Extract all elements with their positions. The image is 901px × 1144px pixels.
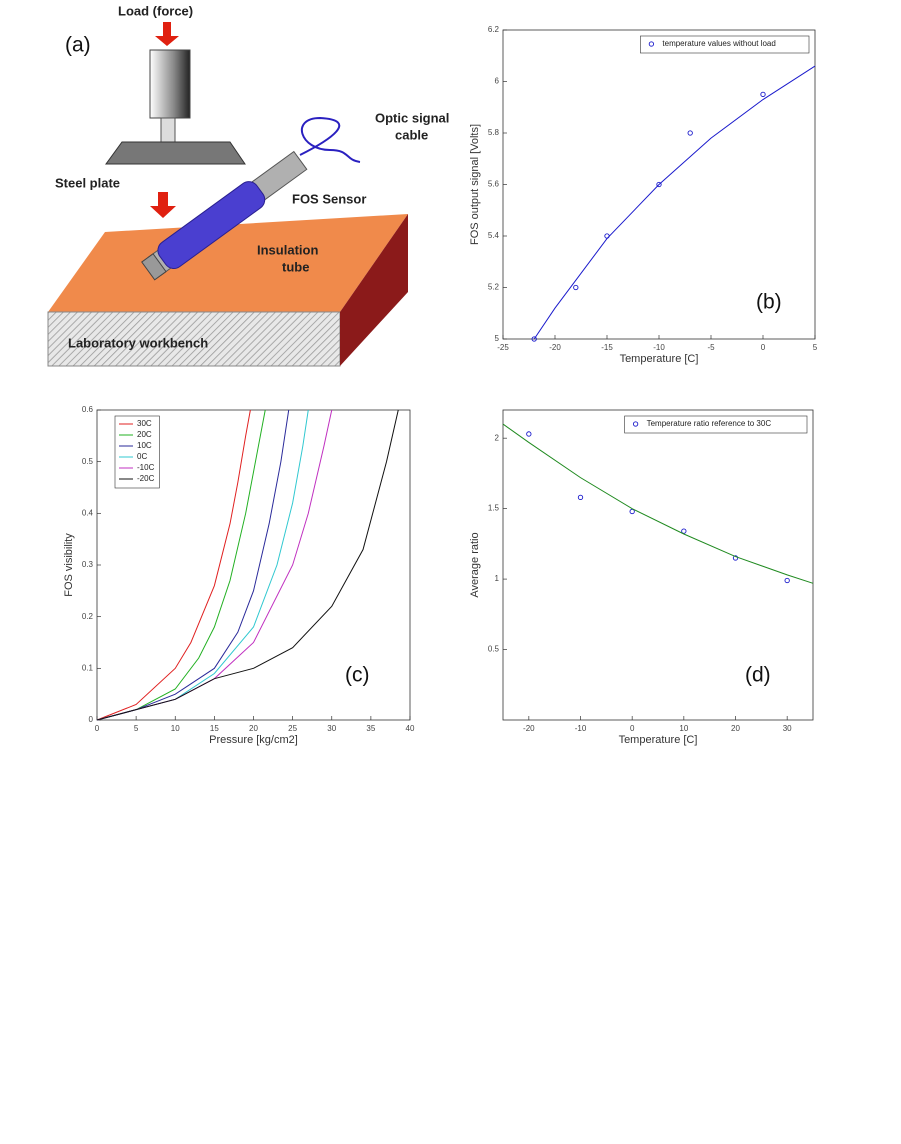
x-axis-label: Temperature [C] xyxy=(620,353,699,365)
y-tick-label: 5 xyxy=(495,334,500,343)
x-tick-label: 25 xyxy=(288,724,297,733)
x-tick-label: -20 xyxy=(549,343,561,352)
data-point xyxy=(687,130,693,136)
y-axis-label: Average ratio xyxy=(469,532,481,597)
x-tick-label: 0 xyxy=(95,724,100,733)
sensor-label: FOS Sensor xyxy=(292,191,366,206)
y-tick-label: 0.3 xyxy=(82,560,94,569)
legend-label: temperature values without load xyxy=(662,39,775,48)
x-tick-label: 10 xyxy=(171,724,180,733)
cable-label: cable xyxy=(395,127,428,142)
x-tick-label: 40 xyxy=(406,724,415,733)
data-point xyxy=(681,528,687,534)
legend-box xyxy=(114,415,160,489)
panel-label: (b) xyxy=(756,291,782,314)
data-point xyxy=(760,91,766,98)
y-tick-label: 1 xyxy=(495,574,500,583)
x-tick-label: 10 xyxy=(679,724,688,733)
x-tick-label: -20 xyxy=(523,724,535,733)
tube-label: Insulation xyxy=(257,242,318,257)
sensor-tube xyxy=(141,150,308,281)
x-tick-label: 20 xyxy=(731,724,740,733)
data-point xyxy=(629,508,635,515)
data-point xyxy=(573,284,579,291)
x-axis-label: Pressure [kg/cm2] xyxy=(209,734,298,746)
x-tick-label: -25 xyxy=(497,343,509,352)
diagram: (a) Load (force) Optic signal cable Stee… xyxy=(47,3,449,367)
bench-label: Laboratory workbench xyxy=(68,335,208,350)
series-line xyxy=(533,65,816,340)
load-label: Load (force) xyxy=(118,3,193,18)
data-point xyxy=(656,181,662,188)
y-tick-label: 0.6 xyxy=(82,405,94,414)
y-tick-label: 6 xyxy=(495,77,500,86)
legend-swatch xyxy=(632,421,639,427)
press xyxy=(149,49,191,119)
series-line xyxy=(96,409,399,721)
bench-top xyxy=(48,214,408,312)
load-arrow xyxy=(155,22,179,46)
x-tick-label: 0 xyxy=(761,343,766,352)
y-tick-label: 1.5 xyxy=(488,504,500,513)
x-tick-label: 15 xyxy=(210,724,219,733)
x-tick-label: -15 xyxy=(601,343,613,352)
y-tick-label: 0 xyxy=(89,715,94,724)
plate-label: Steel plate xyxy=(55,175,120,190)
x-tick-label: 0 xyxy=(630,724,635,733)
legend-swatch xyxy=(648,41,655,47)
y-tick-label: 0.5 xyxy=(82,457,94,466)
x-tick-label: 20 xyxy=(249,724,258,733)
data-point xyxy=(531,336,537,342)
x-tick-label: -5 xyxy=(707,343,715,352)
legend-label: 0C xyxy=(137,452,147,461)
x-tick-label: 5 xyxy=(813,343,818,352)
legend-label: -10C xyxy=(137,463,155,472)
y-tick-label: 0.5 xyxy=(488,645,500,654)
series-line xyxy=(96,409,266,721)
x-tick-label: 30 xyxy=(783,724,792,733)
legend-box xyxy=(624,415,808,434)
x-tick-label: -10 xyxy=(575,724,587,733)
x-axis-label: Temperature [C] xyxy=(619,734,698,746)
legend-label: 20C xyxy=(137,430,152,439)
plate-arrow xyxy=(150,192,176,218)
steel-plate xyxy=(105,141,246,165)
optic-cable xyxy=(299,116,361,163)
legend-label: Temperature ratio reference to 30C xyxy=(647,419,772,428)
x-tick-label: 5 xyxy=(134,724,139,733)
y-tick-label: 0.4 xyxy=(82,508,94,517)
data-point xyxy=(526,431,532,437)
tube-label: tube xyxy=(282,259,309,274)
series-line xyxy=(96,409,251,721)
y-tick-label: 2 xyxy=(495,433,500,442)
legend-label: 30C xyxy=(137,419,152,428)
y-tick-label: 0.2 xyxy=(82,612,94,621)
legend-box xyxy=(640,35,810,54)
panel-label: (a) xyxy=(65,34,91,57)
x-tick-label: -10 xyxy=(653,343,665,352)
y-tick-label: 6.2 xyxy=(488,25,500,34)
y-tick-label: 5.6 xyxy=(488,180,500,189)
legend-label: 10C xyxy=(137,441,152,450)
series-line xyxy=(502,423,814,584)
bench-side xyxy=(340,214,408,366)
y-tick-label: 0.1 xyxy=(82,663,94,672)
data-point xyxy=(577,494,584,501)
y-tick-label: 5.2 xyxy=(488,283,500,292)
x-tick-label: 30 xyxy=(327,724,336,733)
plot-frame xyxy=(502,409,814,721)
cable-label: Optic signal xyxy=(375,110,449,125)
y-tick-label: 5.8 xyxy=(488,128,500,137)
series-line xyxy=(96,409,290,721)
panel-label: (c) xyxy=(345,664,370,687)
y-axis-label: FOS output signal [Volts] xyxy=(469,124,481,245)
x-tick-label: 35 xyxy=(366,724,375,733)
data-point xyxy=(784,577,790,584)
legend-label: -20C xyxy=(137,474,155,483)
y-axis-label: FOS visibility xyxy=(63,533,75,597)
y-tick-label: 5.4 xyxy=(488,231,500,240)
data-point xyxy=(732,555,739,561)
panel-label: (d) xyxy=(745,664,771,687)
